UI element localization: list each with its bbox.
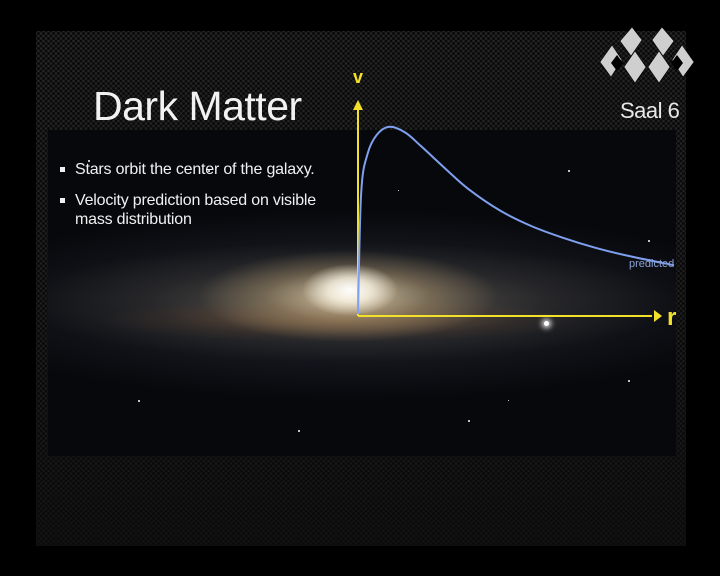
channel-logo-icon: [599, 27, 695, 84]
bullet-item: Velocity prediction based on visible mas…: [60, 191, 330, 229]
series-line-predicted: [357, 125, 675, 315]
room-label: Saal 6: [620, 98, 680, 123]
slide-title: Dark Matter: [93, 83, 302, 129]
bullet-list: Stars orbit the center of the galaxy. Ve…: [60, 160, 330, 241]
y-axis-arrow: [353, 100, 363, 110]
y-axis-label: v: [353, 67, 363, 87]
x-axis-arrow: [654, 310, 662, 322]
series-label-predicted: predicted: [629, 258, 674, 270]
bullet-item: Stars orbit the center of the galaxy.: [60, 160, 330, 179]
x-axis-label: r: [667, 304, 676, 331]
